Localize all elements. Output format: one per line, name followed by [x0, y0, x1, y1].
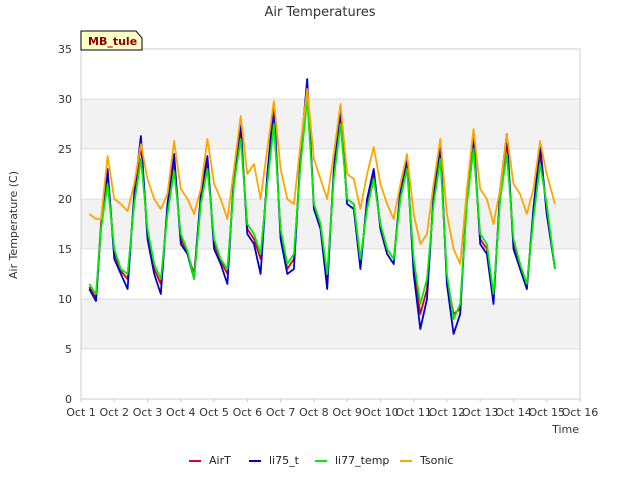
y-tick-label: 0 — [65, 393, 72, 406]
x-tick-label: Oct 4 — [166, 406, 196, 419]
y-axis-label: Air Temperature (C) — [7, 171, 20, 279]
y-tick-label: 30 — [58, 93, 72, 106]
x-tick-label: Oct 10 — [362, 406, 399, 419]
y-tick-label: 35 — [58, 43, 72, 56]
chart-title: Air Temperatures — [264, 5, 375, 20]
x-tick-label: Oct 8 — [299, 406, 329, 419]
y-tick-label: 15 — [58, 243, 72, 256]
x-tick-label: Oct 7 — [266, 406, 296, 419]
site-label-box — [80, 30, 143, 51]
x-tick-label: Oct 12 — [429, 406, 466, 419]
background-band — [81, 49, 580, 99]
legend-label: li75_t — [269, 454, 300, 467]
x-tick-label: Oct 3 — [133, 406, 163, 419]
y-tick-label: 20 — [58, 193, 72, 206]
x-tick-label: Oct 2 — [100, 406, 130, 419]
legend-label: Tsonic — [419, 454, 453, 467]
y-tick-label: 10 — [58, 293, 72, 306]
legend-label: li77_temp — [335, 454, 389, 467]
site-label-text: MB_tule — [88, 35, 137, 48]
legend: AirT li75_t li77_temp Tsonic — [189, 454, 453, 467]
x-tick-label: Oct 9 — [332, 406, 362, 419]
x-axis-ticks: Oct 1 Oct 2 Oct 3 Oct 4 Oct 5 Oct 6 Oct 7 Oct 8… — [66, 399, 598, 419]
x-tick-label: Oct 1 — [66, 406, 96, 419]
x-tick-label: Oct 5 — [199, 406, 229, 419]
x-tick-label: Oct 11 — [395, 406, 432, 419]
x-axis-label: Time — [551, 423, 579, 436]
background-band — [81, 99, 580, 149]
x-tick-label: Oct 6 — [233, 406, 263, 419]
series-line-li77-temp — [88, 98, 556, 320]
legend-label: AirT — [209, 454, 231, 467]
x-tick-label: Oct 14 — [495, 406, 532, 419]
y-tick-label: 25 — [58, 143, 72, 156]
y-axis-ticks: 0 5 10 15 20 25 30 35 — [58, 43, 72, 406]
plot-frame — [80, 48, 581, 400]
x-tick-label: Oct 13 — [462, 406, 499, 419]
series-line-tsonic — [88, 88, 556, 265]
x-tick-label: Oct 15 — [528, 406, 565, 419]
site-label-badge: MB_tule — [80, 30, 143, 51]
y-tick-label: 5 — [65, 343, 72, 356]
series-lines — [88, 78, 556, 335]
background-band — [81, 349, 580, 399]
background-band — [81, 299, 580, 349]
x-tick-label: Oct 16 — [562, 406, 599, 419]
